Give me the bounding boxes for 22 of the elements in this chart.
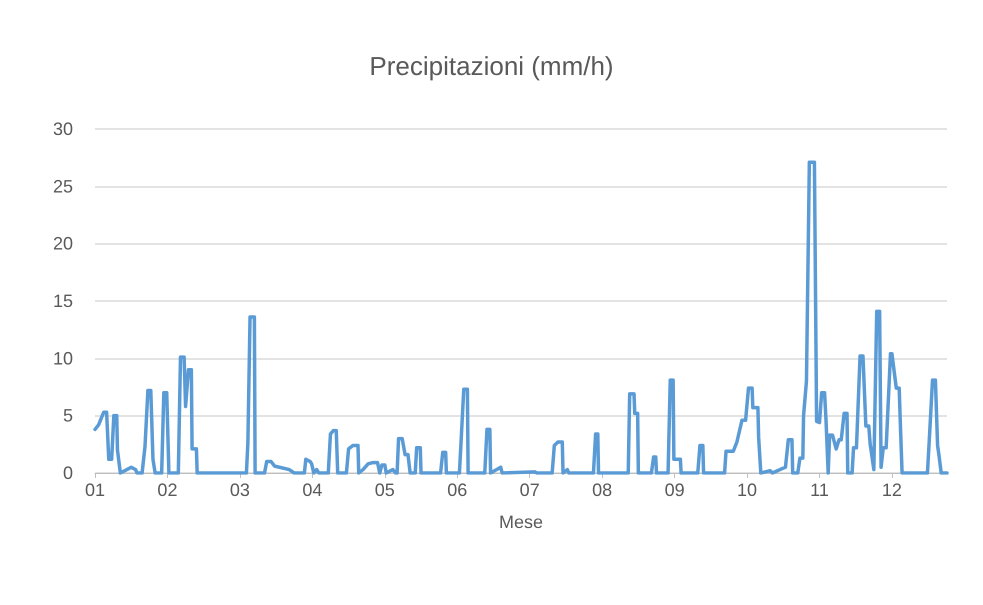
x-tick-label: 08	[592, 480, 612, 500]
y-tick-label: 0	[62, 463, 73, 483]
x-tick-label: 11	[810, 480, 829, 500]
y-tick-label: 15	[52, 291, 73, 311]
x-axis-title: Mese	[498, 512, 544, 532]
x-tick-label: 06	[447, 480, 468, 500]
chart-title: Precipitazioni (mm/h)	[369, 51, 614, 81]
x-tick-label: 10	[737, 480, 758, 500]
line-series	[93, 160, 949, 475]
y-tick-label: 5	[62, 406, 73, 426]
x-tick-label: 05	[374, 480, 395, 500]
y-tick-label: 10	[52, 348, 73, 368]
y-tick-label: 20	[52, 234, 73, 254]
x-tick-label: 02	[157, 480, 178, 500]
x-tick-label: 12	[882, 480, 902, 500]
x-tick-label: 07	[520, 480, 540, 500]
x-tick-label: 01	[84, 480, 106, 500]
x-tick-label: 04	[302, 480, 322, 500]
y-tick-label: 25	[52, 176, 73, 196]
y-tick-label: 30	[52, 119, 73, 139]
x-tick-label: 03	[230, 480, 250, 500]
x-tick-label: 09	[664, 480, 685, 500]
